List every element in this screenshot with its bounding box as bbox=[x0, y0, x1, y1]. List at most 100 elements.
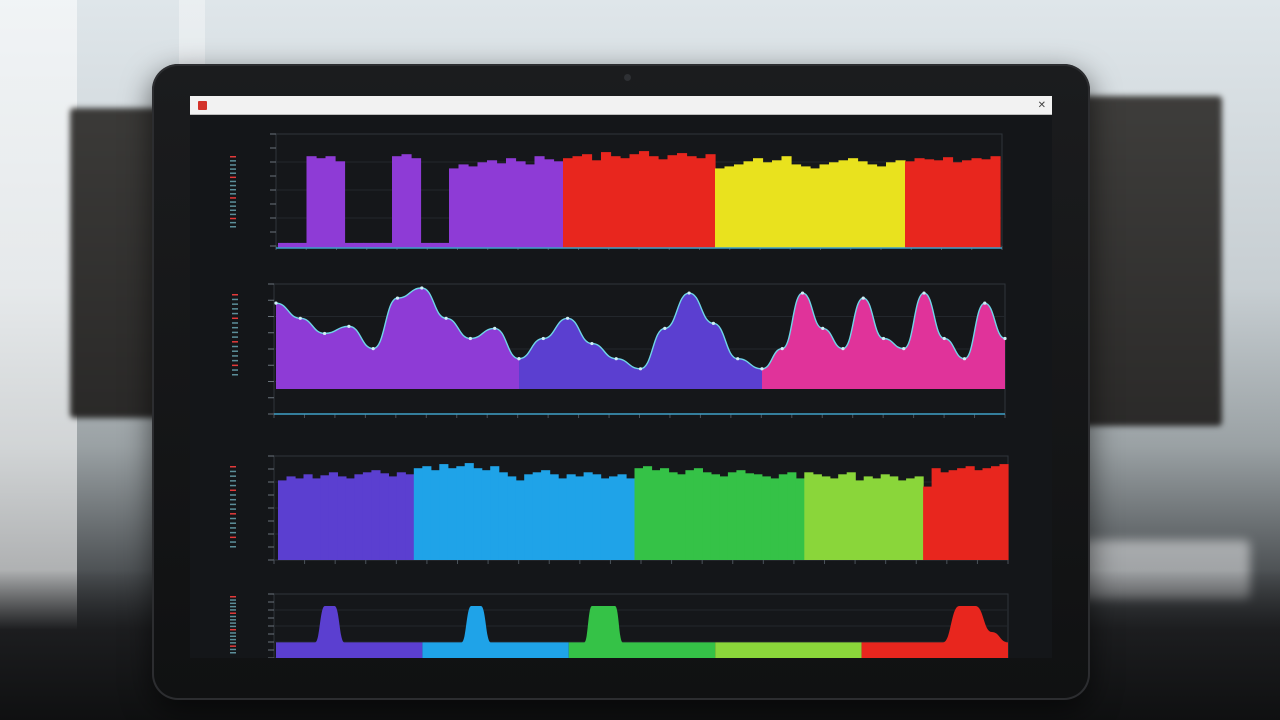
chart1-bar bbox=[639, 151, 650, 248]
chart4-side-marker bbox=[230, 619, 236, 621]
chart2-side-marker bbox=[232, 317, 238, 320]
chart3-bar bbox=[430, 470, 440, 560]
chart3-bar bbox=[948, 470, 958, 560]
chart2-data-point bbox=[1003, 336, 1007, 341]
chart3-bar bbox=[999, 464, 1009, 560]
chart3-bar bbox=[787, 472, 797, 560]
chart3-side-marker bbox=[230, 513, 236, 515]
area-chart-4 bbox=[230, 593, 1009, 658]
chart3-bar bbox=[643, 466, 653, 560]
chart3-side-marker bbox=[230, 531, 236, 534]
chart1-side-marker bbox=[230, 213, 236, 216]
chart4-side-marker bbox=[230, 612, 236, 614]
chart1-bar bbox=[506, 158, 517, 248]
chart2-data-point bbox=[395, 296, 400, 300]
chart4-area-green bbox=[568, 606, 716, 658]
chart3-bar bbox=[507, 476, 517, 560]
chart3-bar bbox=[388, 476, 398, 560]
chart1-bar bbox=[686, 156, 697, 248]
chart1-side-marker bbox=[230, 168, 236, 170]
chart1-bar bbox=[430, 242, 441, 248]
chart3-bar bbox=[660, 468, 670, 560]
chart2-data-point bbox=[468, 336, 472, 341]
chart3-bar bbox=[651, 470, 661, 560]
chart3-bar bbox=[821, 476, 831, 560]
chart3-bar bbox=[804, 472, 814, 560]
chart3-bar bbox=[328, 472, 338, 560]
chart1-bar bbox=[762, 162, 773, 248]
chart1-bar bbox=[487, 160, 498, 248]
chart3-bar bbox=[668, 472, 678, 560]
chart2-data-point bbox=[274, 301, 278, 305]
chart3-side-marker bbox=[230, 517, 236, 520]
chart3-bar bbox=[447, 468, 457, 560]
chart4-side-marker bbox=[230, 635, 236, 638]
chart1-bar bbox=[838, 160, 849, 248]
chart3-bar bbox=[583, 472, 593, 560]
chart1-bar bbox=[857, 161, 868, 248]
chart3-bar bbox=[354, 474, 364, 560]
chart2-data-point bbox=[861, 296, 865, 300]
chart3-side-marker bbox=[230, 475, 236, 477]
chart1-side-marker bbox=[230, 193, 236, 195]
chart-panel-1 bbox=[190, 116, 1052, 276]
chart1-bar bbox=[743, 161, 754, 248]
chart3-bar bbox=[736, 470, 746, 560]
chart3-bar bbox=[634, 468, 644, 560]
chart1-bar bbox=[287, 242, 298, 248]
chart1-side-marker bbox=[230, 184, 236, 187]
chart1-side-marker bbox=[230, 209, 236, 212]
chart3-side-marker bbox=[230, 489, 236, 492]
chart1-bar bbox=[895, 160, 906, 248]
chart2-data-point bbox=[347, 324, 351, 328]
chart1-bar bbox=[620, 158, 631, 248]
chart4-side-marker bbox=[230, 642, 236, 644]
chart2-data-point bbox=[687, 291, 691, 295]
chart2-data-point bbox=[922, 291, 926, 295]
chart1-bar bbox=[648, 156, 659, 248]
chart3-side-marker bbox=[230, 484, 236, 487]
chart3-bar bbox=[617, 474, 627, 560]
chart2-side-marker bbox=[232, 322, 238, 324]
chart3-bar bbox=[532, 472, 542, 560]
chart1-bar bbox=[658, 159, 669, 248]
chart2-data-point bbox=[780, 347, 784, 351]
chart3-bar bbox=[320, 475, 330, 560]
chart2-data-point bbox=[517, 357, 521, 361]
chart1-bar bbox=[943, 157, 954, 248]
chart3-bar bbox=[303, 474, 313, 560]
chart1-bar bbox=[772, 160, 783, 248]
chart2-data-point bbox=[638, 367, 643, 371]
chart3-bar bbox=[795, 478, 805, 560]
close-icon[interactable]: ✕ bbox=[1037, 99, 1046, 111]
chart1-bar bbox=[886, 162, 897, 248]
chart3-bar bbox=[626, 478, 636, 560]
chart3-bar bbox=[846, 472, 856, 560]
chart3-bar bbox=[761, 476, 771, 560]
chart2-data-point bbox=[942, 336, 946, 341]
chart1-bar bbox=[344, 242, 355, 248]
chart1-bar bbox=[354, 242, 365, 248]
chart1-bar bbox=[715, 168, 726, 248]
chart3-bar bbox=[405, 474, 415, 560]
chart1-bar bbox=[278, 242, 289, 248]
chart4-side-marker bbox=[230, 628, 236, 631]
chart3-bar bbox=[855, 480, 865, 560]
chart3-bar bbox=[744, 473, 754, 560]
chart1-bar bbox=[316, 158, 327, 248]
chart1-bar bbox=[962, 160, 973, 248]
chart1-bar bbox=[411, 158, 422, 248]
chart1-bar bbox=[677, 153, 688, 248]
chart4-side-marker bbox=[230, 625, 236, 628]
chart1-side-marker bbox=[230, 160, 236, 162]
chart4-area-violet bbox=[276, 606, 423, 658]
chart3-bar bbox=[931, 468, 941, 560]
chart2-data-point bbox=[962, 357, 967, 361]
chart1-bar bbox=[724, 166, 735, 248]
chart1-bar bbox=[439, 242, 450, 248]
chart3-bar bbox=[778, 474, 788, 560]
chart3-bar bbox=[677, 474, 687, 560]
chart3-bar bbox=[685, 470, 695, 560]
chart1-bar bbox=[867, 164, 878, 248]
chart2-side-marker bbox=[232, 308, 238, 310]
